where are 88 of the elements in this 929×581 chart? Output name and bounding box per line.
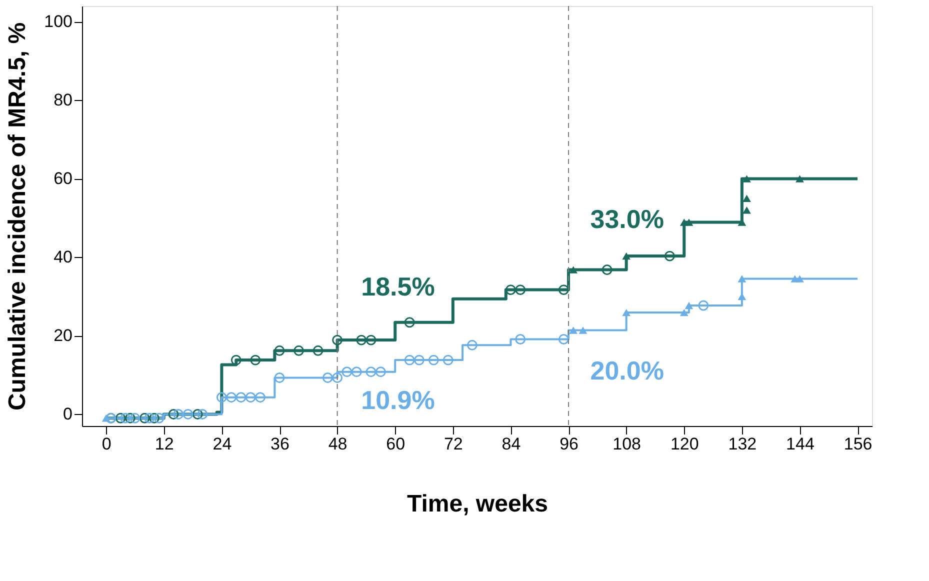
y-tick-label: 80 (54, 90, 72, 110)
x-tick-label: 48 (328, 434, 348, 454)
point (182, 409, 194, 420)
point (515, 284, 526, 296)
point (255, 392, 266, 403)
point (796, 275, 804, 282)
point (173, 409, 184, 420)
x-axis-title: Time, weeks (407, 490, 548, 518)
point (569, 266, 578, 274)
y-tick-label: 0 (63, 404, 72, 424)
x-tick-label: 108 (612, 434, 642, 454)
point (356, 334, 367, 346)
point (149, 412, 160, 424)
x-tick-label: 36 (270, 434, 290, 454)
point (569, 326, 578, 334)
point (506, 284, 516, 296)
y-tick-label: 100 (44, 12, 72, 32)
point (404, 317, 415, 328)
point (144, 412, 155, 424)
point (130, 412, 140, 424)
x-tick-label: 132 (728, 434, 757, 454)
point (168, 409, 179, 420)
y-tick-label: 20 (54, 326, 72, 346)
x-tick-label: 60 (386, 434, 406, 454)
point (428, 354, 439, 366)
point (742, 206, 751, 214)
point (684, 302, 694, 310)
point (230, 354, 242, 366)
point (192, 409, 203, 420)
y-tick-label: 60 (54, 169, 72, 188)
x-tick-label: 0 (102, 434, 112, 454)
annotation: 18.5% (361, 271, 435, 302)
point (197, 409, 208, 420)
point (120, 412, 131, 424)
point (375, 366, 386, 378)
point (250, 354, 261, 366)
point (742, 194, 751, 202)
point (332, 334, 343, 346)
point (414, 354, 424, 366)
point (216, 392, 227, 403)
point (154, 412, 164, 424)
point (558, 334, 569, 344)
point (664, 250, 675, 262)
point (680, 308, 688, 316)
annotation: 33.0% (590, 204, 664, 234)
point (226, 392, 237, 403)
point (115, 412, 126, 424)
point (332, 372, 343, 383)
point (622, 252, 631, 260)
point (312, 345, 324, 356)
point (404, 354, 415, 366)
x-tick-label: 84 (502, 434, 521, 454)
point (796, 175, 804, 182)
x-tick-label: 24 (212, 434, 232, 454)
point (245, 392, 256, 403)
x-tick-label: 120 (670, 434, 699, 454)
point (684, 218, 694, 226)
point (698, 300, 709, 311)
point (466, 340, 478, 350)
point (139, 412, 150, 424)
point (366, 334, 376, 346)
point (366, 366, 376, 378)
point (274, 345, 285, 356)
point (442, 354, 454, 366)
point (515, 334, 526, 344)
point (622, 308, 631, 316)
point (342, 366, 352, 378)
x-tick-label: 72 (444, 434, 463, 454)
point (351, 366, 362, 378)
point (236, 392, 246, 403)
y-axis-title: Cumulative incidence of MR4.5, % (4, 22, 32, 411)
point (558, 284, 569, 296)
x-tick-label: 96 (560, 434, 578, 454)
y-tick-label: 40 (54, 248, 72, 267)
point (124, 412, 136, 424)
point (274, 372, 285, 383)
point (602, 264, 612, 275)
x-tick-label: 12 (154, 434, 174, 454)
annotation: 10.9% (361, 384, 435, 415)
point (294, 345, 304, 356)
point (738, 275, 746, 282)
point (322, 372, 333, 383)
annotation: 20.0% (590, 355, 664, 386)
x-tick-label: 144 (786, 434, 814, 454)
point (102, 414, 110, 422)
point (578, 326, 588, 334)
x-tick-label: 156 (844, 434, 872, 454)
point (742, 175, 751, 182)
